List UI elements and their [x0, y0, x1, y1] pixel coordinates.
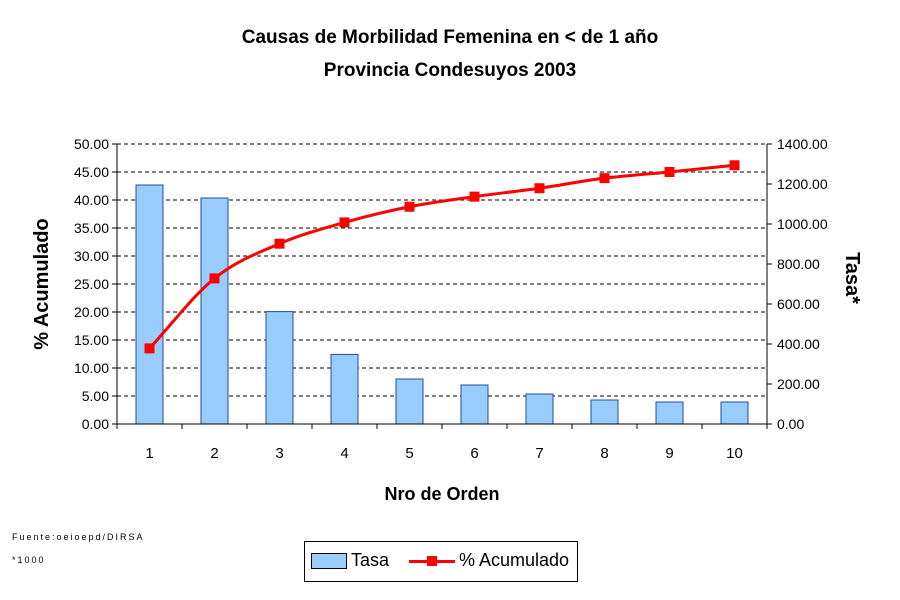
source-note: Fuente:oeioepd/DIRSA [12, 532, 145, 542]
x-axis-title: Nro de Orden [384, 484, 499, 504]
legend-item-tasa: Tasa [311, 550, 389, 571]
y-tick-label-right: 1400.00 [777, 136, 828, 152]
y-tick-label-left: 20.00 [74, 304, 109, 320]
bar-tasa [135, 184, 164, 425]
legend-swatch-acumulado [409, 553, 455, 569]
x-tick-label: 3 [275, 445, 283, 462]
x-tick-label: 8 [600, 445, 608, 462]
point-acumulado [599, 173, 610, 184]
chart-title: Causas de Morbilidad Femenina en < de 1 … [241, 27, 659, 48]
point-acumulado [209, 273, 220, 284]
x-tick-label: 5 [405, 445, 413, 462]
bar-tasa [525, 393, 554, 425]
legend-item-acumulado: % Acumulado [409, 550, 569, 571]
point-acumulado [274, 238, 285, 249]
y-axis-title-right: Tasa* [841, 252, 863, 304]
x-tick-label: 10 [726, 445, 743, 462]
y-tick-label-right: 800.00 [777, 256, 820, 272]
y-tick-label-right: 600.00 [777, 296, 820, 312]
bar-tasa [590, 399, 619, 425]
y-tick-label-left: 35.00 [74, 220, 109, 236]
chart-subtitle: Provincia Condesuyos 2003 [323, 60, 577, 81]
bar-tasa [395, 378, 424, 425]
y-tick-label-left: 30.00 [74, 248, 109, 264]
y-tick-label-left: 15.00 [74, 332, 109, 348]
y-tick-label-left: 0.00 [82, 416, 109, 432]
legend-label-acumulado: % Acumulado [459, 550, 570, 570]
bar-tasa [720, 401, 749, 425]
point-acumulado [144, 343, 155, 354]
point-acumulado [534, 183, 545, 194]
y-tick-label-left: 10.00 [74, 360, 109, 376]
bar-tasa [655, 401, 684, 425]
x-tick-label: 9 [665, 445, 673, 462]
bar-tasa [265, 311, 294, 425]
legend-swatch-tasa [311, 552, 347, 569]
footnote: *1000 [12, 555, 46, 565]
point-acumulado [729, 160, 740, 171]
x-tick-label: 2 [210, 445, 218, 462]
bar-tasa [330, 353, 359, 425]
x-tick-label: 4 [340, 445, 348, 462]
point-acumulado [664, 167, 675, 177]
bar-tasa [200, 197, 229, 425]
point-acumulado [404, 201, 415, 212]
y-tick-label-right: 400.00 [777, 336, 820, 352]
y-axis-title-left: % Acumulado [31, 218, 53, 350]
y-tick-label-left: 50.00 [74, 136, 109, 152]
y-tick-label-left: 45.00 [74, 164, 109, 180]
y-tick-label-left: 40.00 [74, 192, 109, 208]
y-tick-label-right: 200.00 [777, 376, 820, 392]
point-acumulado [469, 191, 480, 202]
point-acumulado [339, 217, 350, 228]
x-tick-label: 7 [535, 445, 543, 462]
y-tick-label-left: 5.00 [82, 388, 109, 404]
line-acumulado [148, 163, 735, 350]
y-tick-label-left: 25.00 [74, 276, 109, 292]
legend-label-tasa: Tasa [351, 550, 390, 570]
x-tick-label: 6 [470, 445, 478, 462]
chart-legend: Tasa % Acumulado [304, 541, 578, 582]
bar-tasa [460, 384, 489, 425]
y-tick-label-right: 1000.00 [777, 216, 828, 232]
x-tick-label: 1 [145, 445, 153, 462]
y-tick-label-right: 1200.00 [777, 176, 828, 192]
y-tick-label-right: 0.00 [777, 416, 804, 432]
